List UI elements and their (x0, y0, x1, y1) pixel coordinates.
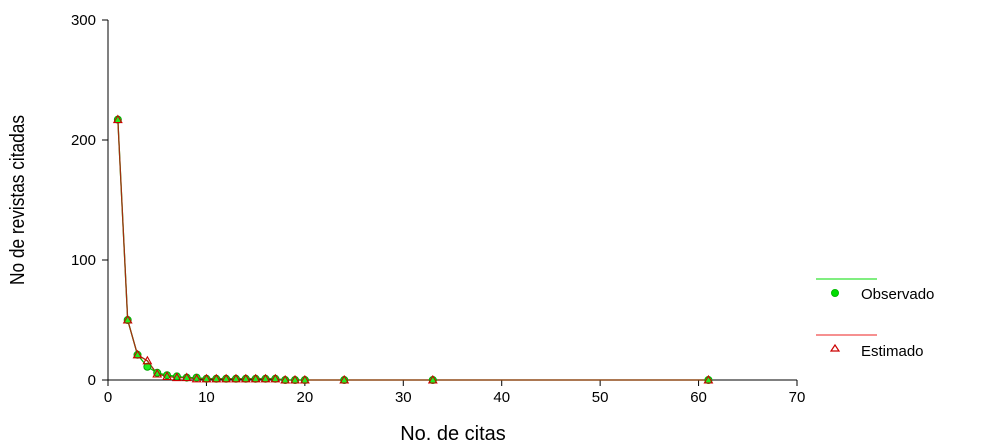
point-estimado (201, 373, 212, 383)
y-tick-label: 300 (71, 12, 96, 29)
x-tick-label: 60 (690, 389, 707, 406)
series-line-estimado (117, 119, 709, 381)
legend-item-observado: Observado (816, 278, 934, 303)
point-estimado (221, 373, 232, 383)
point-estimado (231, 373, 241, 383)
point-estimado (142, 355, 153, 365)
point-estimado (250, 373, 261, 383)
point-estimado (339, 374, 350, 384)
legend-item-estimado: Estimado (816, 334, 924, 360)
series-line-observado (117, 119, 709, 381)
y-tick-label: 200 (71, 132, 96, 149)
point-estimado (703, 374, 714, 384)
legend-marker-estimado (829, 343, 841, 352)
x-tick-label: 0 (104, 389, 112, 406)
legend-label-estimado: Estimado (861, 343, 924, 360)
y-axis-title: No de revistas citadas (7, 115, 29, 285)
legend: Observado Estimado (816, 278, 934, 360)
plot-area (112, 114, 714, 384)
point-estimado (132, 349, 143, 359)
x-tick-label: 20 (297, 389, 314, 406)
point-estimado (240, 373, 251, 383)
x-tick-label: 30 (395, 389, 412, 406)
x-axis-title: No. de citas (400, 423, 506, 441)
point-estimado (299, 374, 310, 384)
legend-marker-observado (831, 289, 839, 297)
legend-label-observado: Observado (861, 286, 934, 303)
point-estimado (191, 373, 202, 383)
point-estimado (112, 114, 123, 124)
point-estimado (211, 373, 222, 383)
point-estimado (181, 372, 192, 382)
y-tick-label: 0 (88, 372, 96, 389)
x-axis: 0 10 20 30 40 50 60 70 No. de citas (104, 379, 806, 441)
point-estimado (260, 373, 271, 383)
x-tick-label: 40 (493, 389, 510, 406)
point-estimado (171, 372, 182, 382)
point-estimado (290, 374, 300, 384)
x-tick-label: 10 (198, 389, 215, 406)
point-estimado (270, 373, 281, 383)
point-estimado (122, 314, 133, 324)
point-estimado (152, 368, 163, 378)
x-tick-label: 50 (592, 389, 609, 406)
point-estimado (427, 374, 438, 384)
y-axis: 0 100 200 300 No de revistas citadas (7, 12, 109, 389)
point-estimado (162, 371, 173, 380)
y-tick-label: 100 (71, 252, 96, 269)
x-tick-label: 70 (789, 389, 806, 406)
point-estimado (280, 374, 291, 384)
